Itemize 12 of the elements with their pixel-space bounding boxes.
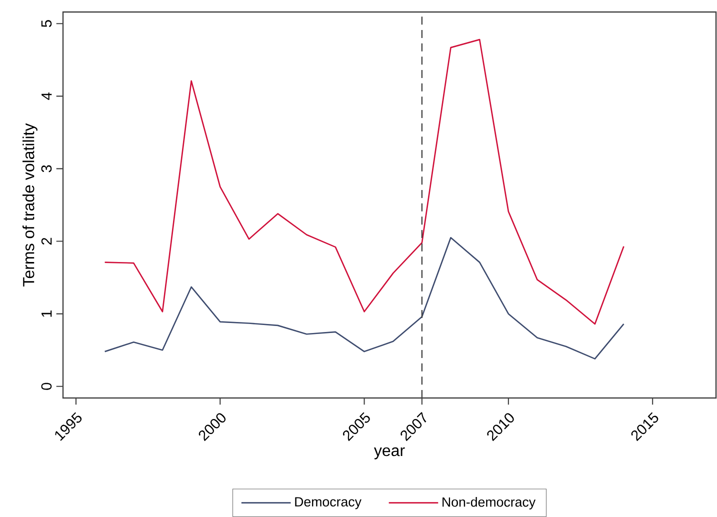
line-series — [104, 236, 624, 360]
y-axis-title: Terms of trade volatility — [22, 123, 38, 286]
x-axis-title: year — [374, 447, 405, 460]
y-tick-label: 5 — [41, 20, 52, 28]
y-tick-label: 2 — [41, 238, 52, 245]
y-tick-label: 0 — [41, 382, 52, 390]
line-series — [104, 38, 624, 325]
y-tick-label: 4 — [42, 92, 52, 100]
y-tick-label: 1 — [42, 310, 52, 317]
legend-label: Non-democracy — [442, 496, 536, 510]
y-tick-label: 3 — [41, 165, 52, 172]
legend-label: Democracy — [295, 497, 362, 510]
